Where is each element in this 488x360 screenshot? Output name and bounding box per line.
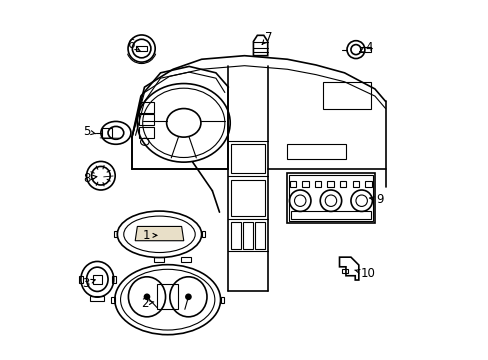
Bar — [220, 297, 224, 302]
Bar — [289, 181, 295, 187]
Bar — [352, 181, 358, 187]
Bar — [201, 231, 205, 237]
Text: 5: 5 — [83, 125, 96, 138]
Bar — [341, 269, 347, 273]
Text: 8: 8 — [83, 172, 97, 185]
Bar — [139, 114, 154, 125]
Bar — [230, 144, 264, 173]
Bar — [287, 144, 346, 158]
Bar — [288, 175, 372, 221]
Text: 6: 6 — [127, 39, 140, 51]
Bar — [139, 102, 154, 113]
Bar — [111, 297, 115, 302]
Text: 1: 1 — [142, 229, 157, 242]
Text: 4: 4 — [359, 41, 372, 54]
Bar — [323, 82, 370, 109]
Bar — [157, 284, 178, 309]
Bar — [102, 128, 111, 138]
Bar — [290, 211, 370, 219]
Bar — [339, 181, 346, 187]
Bar — [326, 181, 333, 187]
Bar — [314, 181, 321, 187]
Bar — [93, 275, 102, 284]
Ellipse shape — [185, 294, 190, 299]
Text: 2: 2 — [141, 297, 154, 310]
Text: 7: 7 — [262, 31, 272, 44]
Ellipse shape — [144, 294, 149, 299]
Bar — [111, 276, 116, 283]
Bar — [254, 222, 264, 249]
Bar — [136, 46, 147, 51]
Bar — [114, 231, 117, 237]
Bar — [302, 181, 308, 187]
Bar — [181, 257, 190, 262]
Bar — [365, 181, 371, 187]
Bar — [231, 222, 241, 249]
Bar — [154, 257, 164, 262]
Bar — [90, 296, 104, 301]
Bar — [243, 222, 253, 249]
Bar — [286, 173, 374, 223]
Bar — [139, 127, 154, 138]
Bar — [230, 180, 264, 216]
Bar — [360, 48, 370, 52]
Text: 3: 3 — [81, 277, 95, 290]
Bar — [79, 276, 83, 283]
Text: 9: 9 — [369, 193, 383, 206]
Polygon shape — [135, 226, 183, 241]
Text: 10: 10 — [354, 267, 374, 280]
